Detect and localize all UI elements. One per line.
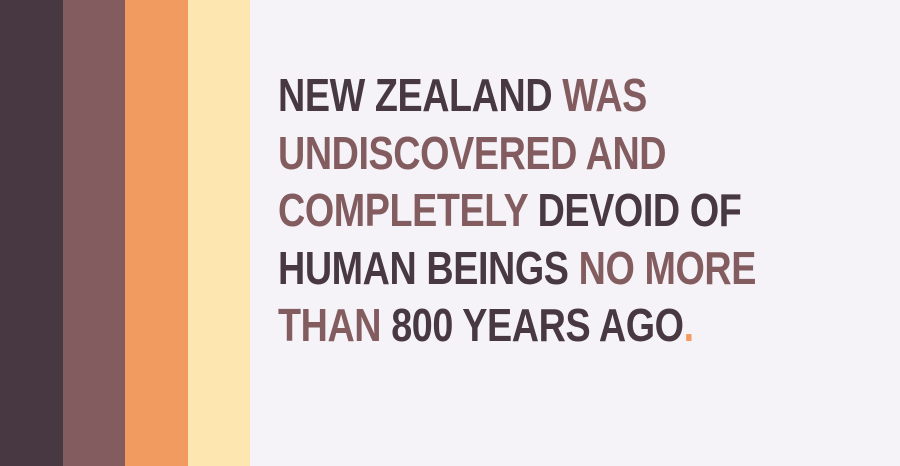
- fact-line: THAN 800 YEARS AGO.: [278, 297, 770, 355]
- color-stripes: [0, 0, 250, 466]
- fact-segment-mauve: COMPLETELY: [278, 184, 538, 236]
- fact-segment-mauve: THAN: [278, 299, 392, 351]
- fact-line: HUMAN BEINGS NO MORE: [278, 240, 770, 298]
- fact-segment-mauve: UNDISCOVERED AND: [278, 126, 667, 179]
- fact-text: NEW ZEALAND WAS UNDISCOVERED AND COMPLETEL…: [278, 67, 770, 355]
- fact-line: COMPLETELY DEVOID OF: [278, 182, 770, 240]
- stripe-orange: [125, 0, 188, 466]
- fact-line: NEW ZEALAND WAS: [278, 67, 770, 125]
- fact-line: UNDISCOVERED AND: [278, 125, 770, 183]
- fact-segment-dark: NEW ZEALAND: [278, 69, 563, 121]
- fact-segment-mauve: WAS: [562, 69, 647, 121]
- fact-segment-mauve: NO MORE: [578, 241, 757, 294]
- fact-segment-orange: .: [683, 299, 694, 351]
- fact-segment-dark: 800 YEARS AGO: [391, 299, 684, 351]
- stripe-dark-plum: [0, 0, 63, 466]
- fact-segment-dark: DEVOID OF: [537, 184, 742, 236]
- fact-segment-dark: HUMAN BEINGS: [278, 241, 579, 294]
- stripe-mauve: [62, 0, 125, 466]
- stripe-cream: [187, 0, 250, 466]
